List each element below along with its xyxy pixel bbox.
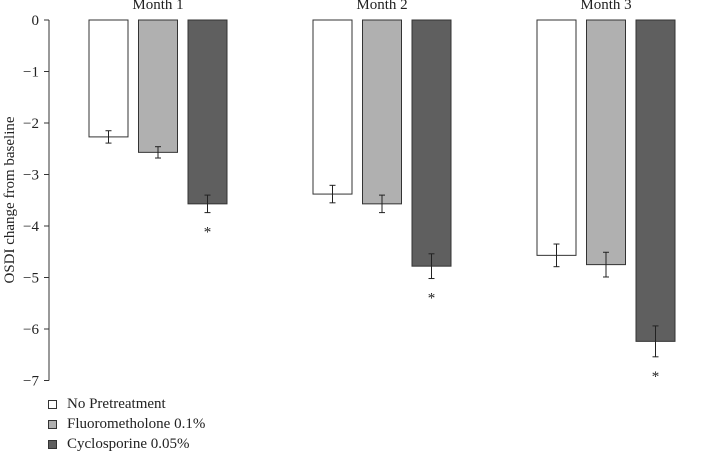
category-label: Month 2 — [356, 0, 407, 13]
bar — [138, 19, 178, 153]
bar — [586, 19, 626, 266]
y-tick-label: −3 — [23, 168, 39, 184]
legend-label: Cyclosporine 0.05% — [67, 435, 190, 452]
legend-swatch — [48, 439, 57, 449]
y-tick-label: −1 — [23, 65, 39, 81]
y-axis: 0 −1 −2 −3 −4 −5 −6 −7 — [23, 13, 50, 390]
legend-label: No Pretreatment — [67, 395, 166, 412]
bar — [362, 19, 402, 205]
legend-label: Fluorometholone 0.1% — [67, 415, 206, 432]
legend-swatch — [48, 419, 57, 429]
significance-marker: * — [652, 369, 660, 385]
bar — [635, 19, 676, 342]
y-tick-label: −7 — [23, 374, 39, 390]
bar — [88, 19, 129, 138]
bar — [312, 19, 353, 195]
category-label: Month 1 — [132, 0, 183, 13]
bar — [187, 19, 228, 205]
legend-item-no-pretreatment: No Pretreatment — [48, 394, 205, 414]
significance-marker: * — [204, 225, 212, 241]
bars: * * * — [88, 19, 676, 385]
legend-item-cyclosporine: Cyclosporine 0.05% — [48, 434, 205, 454]
legend-item-fluorometholone: Fluorometholone 0.1% — [48, 414, 205, 434]
legend: No Pretreatment Fluorometholone 0.1% Cyc… — [48, 394, 205, 454]
significance-marker: * — [428, 291, 436, 307]
y-tick-label: −5 — [23, 271, 39, 287]
y-tick-label: −2 — [23, 116, 39, 132]
y-tick-label: −6 — [23, 322, 39, 338]
y-tick-label: −4 — [23, 219, 39, 235]
bar — [536, 19, 577, 256]
category-label: Month 3 — [580, 0, 631, 13]
bar — [411, 19, 452, 267]
legend-swatch — [48, 399, 57, 409]
y-axis-label: OSDI change from baseline — [2, 116, 18, 283]
y-tick-label: 0 — [32, 13, 40, 29]
category-labels: Month 1 Month 2 Month 3 — [132, 0, 631, 13]
